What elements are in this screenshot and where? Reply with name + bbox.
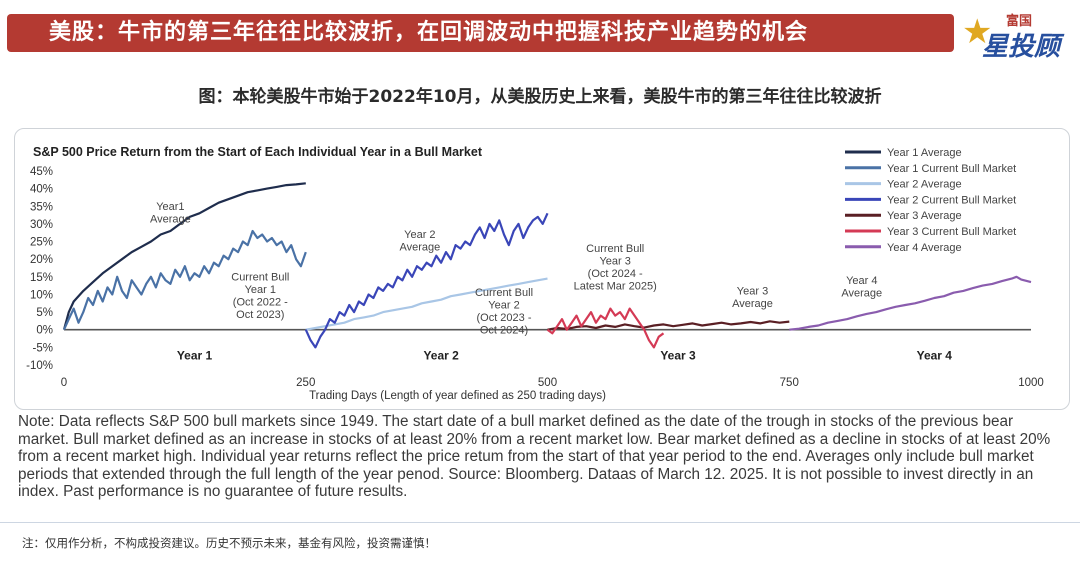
legend-label: Year 3 Average — [887, 210, 962, 222]
legend-label: Year 1 Current Bull Market — [887, 163, 1016, 175]
x-axis-label: Trading Days (Length of year defined as … — [309, 390, 606, 402]
annotation-text: Year 3 — [599, 256, 630, 268]
annotation-text: Average — [150, 213, 191, 225]
annotation-text: Current Bull — [586, 243, 644, 255]
chart-subtitle: 图：本轮美股牛市始于2022年10月，从美股历史上来看，美股牛市的第三年往往比较… — [198, 87, 882, 107]
annotation-text: Year 3 — [737, 285, 768, 297]
chart-title: S&P 500 Price Return from the Start of E… — [33, 145, 483, 159]
annotation-text: Average — [841, 287, 882, 299]
annotation-text: Average — [399, 242, 440, 254]
y-tick-label: 30% — [30, 219, 53, 231]
annotation-text: Year1 — [156, 201, 184, 213]
line-chart: S&P 500 Price Return from the Start of E… — [26, 145, 1044, 402]
legend-label: Year 4 Average — [887, 242, 962, 254]
disclaimer: 注：仅用作分析，不构成投资建议。历史不预示未来，基金有风险，投资需谨慎！ — [22, 536, 436, 550]
divider — [0, 522, 1080, 523]
brand-logo: ★ 富国 星投顾 — [962, 6, 1074, 62]
series-line — [304, 212, 549, 349]
x-tick-label: 750 — [780, 377, 799, 389]
y-tick-label: 45% — [30, 166, 53, 178]
year-label: Year 3 — [660, 349, 696, 363]
annotation-text: (Oct 2022 - — [233, 296, 288, 308]
legend-label: Year 2 Average — [887, 179, 962, 191]
x-tick-label: 500 — [538, 377, 557, 389]
annotation-text: Year 2 — [488, 300, 519, 312]
logo-main-text: 星投顾 — [982, 32, 1061, 62]
annotation-text: Current Bull — [475, 287, 533, 299]
x-tick-label: 1000 — [1018, 377, 1044, 389]
banner-title: 美股：牛市的第三年往往比较波折，在回调波动中把握科技产业趋势的机会 — [7, 14, 954, 52]
y-tick-label: 5% — [36, 307, 53, 319]
y-tick-label: 35% — [30, 201, 53, 213]
y-tick-label: -5% — [33, 342, 53, 354]
annotation-text: (Oct 2023 - — [476, 312, 531, 324]
y-tick-label: 25% — [30, 237, 53, 249]
annotation-text: (Oct 2024 - — [588, 268, 643, 280]
chart-note: Note: Data reflects S&P 500 bull markets… — [18, 413, 1051, 501]
annotation-text: Year 2 — [404, 229, 435, 241]
annotation-text: Oct 2023) — [236, 309, 284, 321]
legend-label: Year 3 Current Bull Market — [887, 226, 1016, 238]
x-tick-label: 0 — [61, 377, 67, 389]
year-label: Year 4 — [917, 349, 953, 363]
series-line — [789, 275, 1032, 331]
annotation-text: Year 4 — [846, 275, 877, 287]
annotation-text: Oct 2024) — [480, 325, 528, 337]
year-label: Year 1 — [177, 349, 213, 363]
series-line — [547, 320, 790, 331]
annotation-text: Average — [732, 298, 773, 310]
series-line — [62, 182, 306, 330]
logo-top-text: 富国 — [1006, 14, 1033, 29]
legend-label: Year 2 Current Bull Market — [887, 194, 1016, 206]
y-tick-label: 10% — [30, 289, 53, 301]
year-label: Year 2 — [423, 349, 459, 363]
x-tick-label: 250 — [296, 377, 315, 389]
y-tick-label: 40% — [30, 184, 53, 196]
annotation-text: Year 1 — [245, 284, 276, 296]
annotation-text: Latest Mar 2025) — [574, 281, 657, 293]
y-tick-label: 20% — [30, 254, 53, 266]
series-line — [305, 277, 548, 331]
y-tick-label: 0% — [36, 325, 53, 337]
chart-panel: S&P 500 Price Return from the Start of E… — [14, 128, 1070, 410]
series-line — [62, 229, 307, 331]
y-tick-label: 15% — [30, 272, 53, 284]
y-tick-label: -10% — [26, 360, 53, 372]
annotation-text: Current Bull — [231, 271, 289, 283]
star-icon: ★ — [962, 12, 993, 52]
legend-label: Year 1 Average — [887, 147, 962, 159]
series-line — [546, 307, 665, 349]
